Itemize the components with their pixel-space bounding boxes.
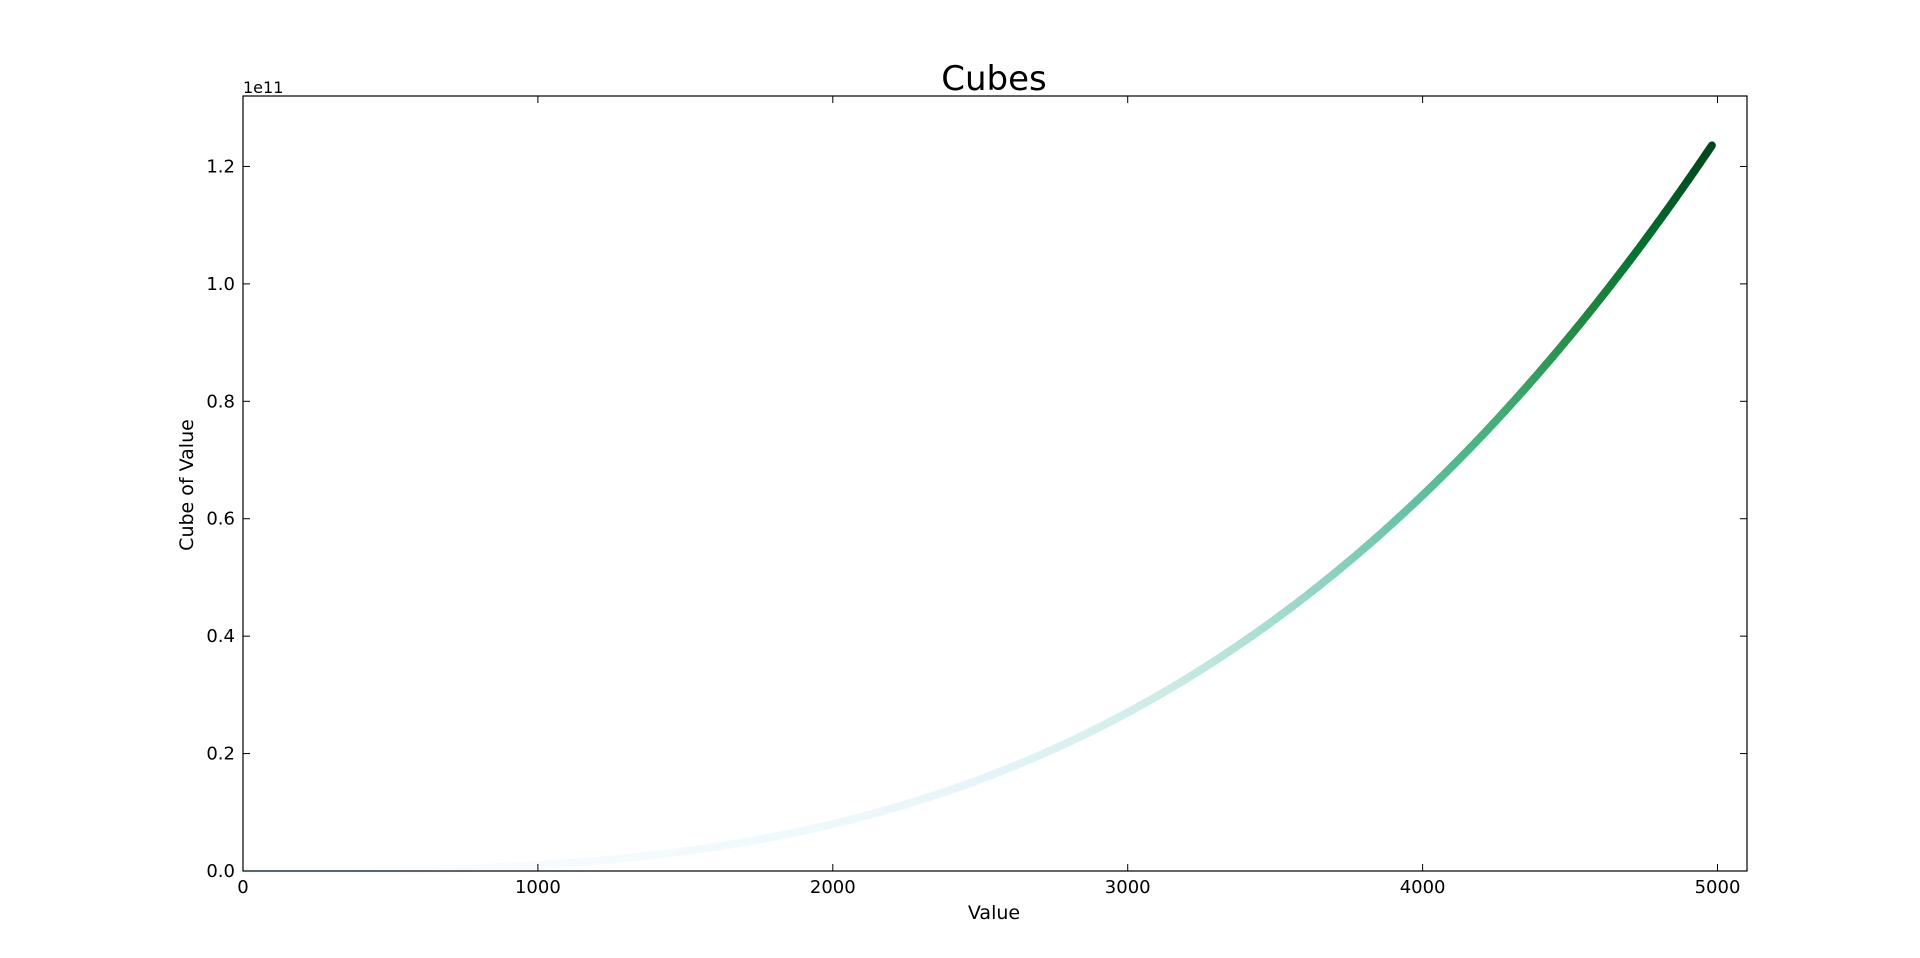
axes-frame — [242, 95, 1748, 872]
y-tick-label: 1.2 — [206, 156, 235, 177]
data-point-segment — [1702, 141, 1716, 159]
x-axis-ticks: 0 1000 2000 3000 4000 5000 — [237, 96, 1740, 898]
x-tick-label: 3000 — [1105, 877, 1151, 898]
plot-area — [239, 95, 1748, 875]
y-tick-label: 0.0 — [206, 861, 235, 882]
x-axis-label: Value — [968, 902, 1020, 924]
y-tick-label: 0.8 — [206, 391, 235, 412]
y-axis-ticks: 0.0 0.2 0.4 0.6 0.8 1.0 1.2 — [206, 156, 1747, 882]
x-tick-label: 5000 — [1695, 877, 1741, 898]
y-tick-label: 0.4 — [206, 626, 235, 647]
y-tick-label: 0.6 — [206, 509, 235, 530]
y-tick-label: 1.0 — [206, 274, 235, 295]
y-tick-label: 0.2 — [206, 744, 235, 765]
x-tick-label: 4000 — [1400, 877, 1446, 898]
y-axis-label: Cube of Value — [176, 419, 198, 551]
x-tick-label: 1000 — [515, 877, 561, 898]
y-offset-text: 1e11 — [243, 78, 283, 97]
x-tick-label: 0 — [237, 877, 248, 898]
chart-title: Cubes — [941, 59, 1047, 99]
x-tick-label: 2000 — [810, 877, 856, 898]
